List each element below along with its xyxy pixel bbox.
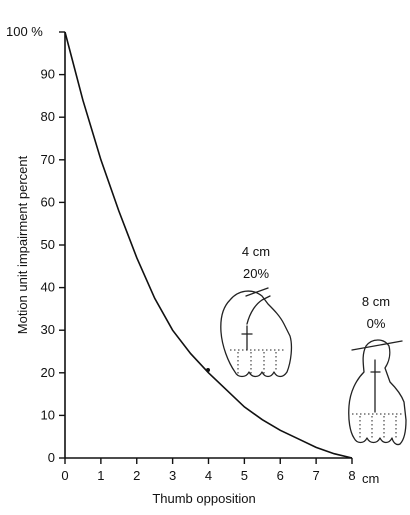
y-axis-title: Motion unit impairment percent xyxy=(15,155,30,334)
x-tick-label: 5 xyxy=(241,468,248,483)
y-tick-label: 60 xyxy=(41,194,55,209)
hand-thumb-opposition-icon xyxy=(220,287,293,378)
y-tick-label: 10 xyxy=(41,407,55,422)
x-tick-label: 8 xyxy=(348,468,355,483)
hand-thumb-extended-icon xyxy=(348,339,407,446)
y-tick-label: 70 xyxy=(41,152,55,167)
x-tick-label: 0 xyxy=(61,468,68,483)
series-line xyxy=(64,31,353,459)
x-axis-title: Thumb opposition xyxy=(152,491,255,506)
annotation-4cm-line2: 20% xyxy=(243,266,269,281)
data-point-4cm xyxy=(206,368,210,372)
x-tick-label: 4 xyxy=(205,468,212,483)
y-tick-label: 50 xyxy=(41,237,55,252)
x-tick-label: 7 xyxy=(313,468,320,483)
y-tick-label: 40 xyxy=(41,280,55,295)
y-tick-label: 0 xyxy=(48,450,55,465)
annotation-4cm-line1: 4 cm xyxy=(242,244,270,259)
x-tick-label: 1 xyxy=(97,468,104,483)
y-tick-label: 30 xyxy=(41,322,55,337)
y-tick-label: 100 % xyxy=(6,24,43,39)
y-ticks: 0 10 20 30 40 50 60 70 80 90 100 % xyxy=(6,24,65,465)
y-tick-label: 90 xyxy=(41,67,55,82)
x-ticks: 0 1 2 3 4 5 6 7 8 xyxy=(61,458,356,483)
annotation-8cm-line1: 8 cm xyxy=(362,294,390,309)
y-tick-label: 80 xyxy=(41,109,55,124)
annotation-8cm-line2: 0% xyxy=(367,316,386,331)
y-tick-label: 20 xyxy=(41,365,55,380)
x-tick-label: 3 xyxy=(169,468,176,483)
x-tick-label: 2 xyxy=(133,468,140,483)
x-unit-label: cm xyxy=(362,471,379,486)
x-tick-label: 6 xyxy=(277,468,284,483)
